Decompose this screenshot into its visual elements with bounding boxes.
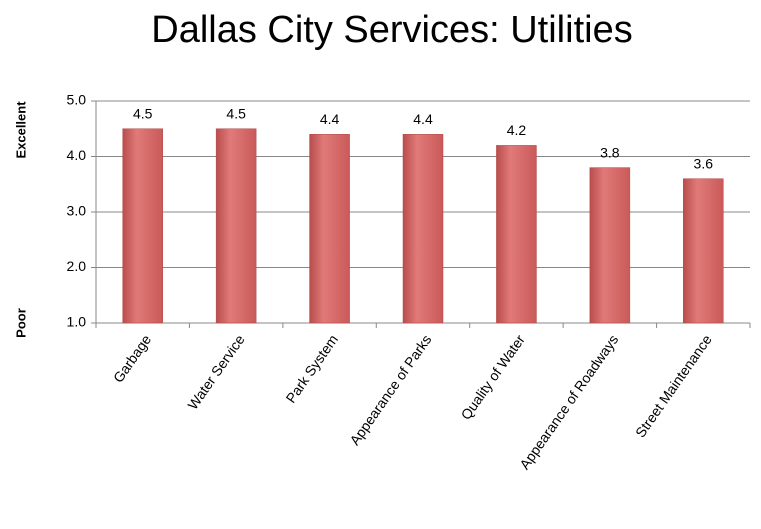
- data-label: 3.6: [694, 155, 714, 171]
- data-label: 4.5: [226, 105, 246, 121]
- x-tick-label: Water Service: [184, 331, 247, 412]
- data-label: 4.2: [507, 122, 527, 138]
- data-label: 4.4: [413, 111, 433, 127]
- y-tick-label: 2.0: [67, 258, 87, 274]
- bar: [496, 145, 537, 324]
- x-tick-label: Quality of Water: [458, 331, 529, 422]
- y-tick-label: 5.0: [67, 92, 87, 108]
- bar: [402, 134, 444, 324]
- chart-title: Dallas City Services: Utilities: [151, 9, 632, 51]
- bar: [683, 178, 724, 324]
- x-tick-label: Garbage: [110, 331, 154, 385]
- data-label: 4.4: [320, 111, 340, 127]
- data-label: 3.8: [600, 144, 620, 160]
- bar: [215, 128, 257, 324]
- y-tick-label: 4.0: [67, 147, 87, 163]
- y-tick-label: 1.0: [67, 314, 87, 330]
- x-tick-label: Street Maintenance: [632, 331, 715, 440]
- y-label-top: Excellent: [13, 101, 28, 159]
- x-tick-label: Appearance of Roadways: [516, 332, 621, 473]
- y-tick-label: 3.0: [67, 203, 87, 219]
- x-tick-label: Appearance of Parks: [346, 332, 434, 448]
- x-tick-label: Park System: [282, 332, 341, 406]
- bar: [122, 128, 163, 324]
- bar: [309, 134, 350, 324]
- data-label: 4.5: [133, 105, 153, 121]
- bar: [589, 167, 631, 324]
- y-label-bottom: Poor: [13, 308, 28, 338]
